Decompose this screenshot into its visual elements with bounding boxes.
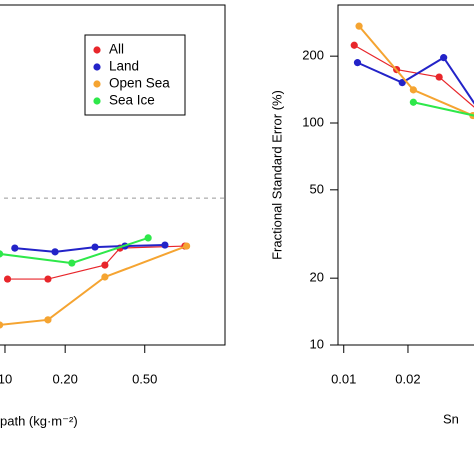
data-point xyxy=(435,73,443,81)
series-line xyxy=(7,245,185,280)
data-point xyxy=(11,244,19,252)
data-point xyxy=(161,241,169,249)
data-point xyxy=(144,234,152,242)
x-axis-label: Sn xyxy=(443,411,459,426)
legend-label: Sea Ice xyxy=(109,93,155,108)
series-line xyxy=(0,245,187,326)
y-tick-label: 200 xyxy=(302,48,324,63)
series-line xyxy=(14,244,165,253)
data-point xyxy=(44,275,52,283)
x-tick-label: 0.02 xyxy=(395,371,420,386)
data-point xyxy=(101,261,109,269)
y-tick-label: 50 xyxy=(310,181,324,196)
chart: 0.010.020102050100200SnFractional Standa… xyxy=(269,4,474,426)
data-point xyxy=(440,54,448,62)
y-tick-label: 100 xyxy=(302,114,324,129)
data-point xyxy=(44,316,52,324)
legend-marker xyxy=(93,46,101,54)
legend-label: Open Sea xyxy=(109,76,170,91)
data-point xyxy=(0,250,4,258)
x-tick-label: 0.20 xyxy=(53,371,78,386)
data-point xyxy=(398,79,406,87)
plot-frame xyxy=(337,4,474,346)
x-axis-label: path (kg·m⁻²) xyxy=(0,413,78,428)
data-point xyxy=(0,321,4,329)
x-tick-label: 0.50 xyxy=(132,371,157,386)
x-tick-label: 10 xyxy=(0,371,12,386)
data-point xyxy=(409,86,417,94)
x-tick-label: 0.01 xyxy=(331,371,356,386)
chart: 10 0.20 0.50 path (kg·m⁻²) All Land Open Sea Se… xyxy=(0,4,226,428)
legend-marker xyxy=(93,80,101,88)
series-line xyxy=(413,101,474,117)
legend-marker xyxy=(93,63,101,71)
data-point xyxy=(350,41,358,49)
data-point xyxy=(51,248,59,256)
data-point xyxy=(183,242,191,250)
data-point xyxy=(3,275,12,283)
plot-frame xyxy=(0,4,226,346)
data-point xyxy=(68,259,76,267)
data-point xyxy=(91,243,99,251)
data-point xyxy=(409,98,417,106)
series-line xyxy=(357,56,474,105)
legend-box xyxy=(84,34,186,116)
data-point xyxy=(353,59,362,67)
y-axis-label: Fractional Standard Error (%) xyxy=(269,90,284,260)
data-point xyxy=(355,22,363,30)
legend-label: All xyxy=(109,42,124,57)
legend-marker xyxy=(93,97,101,105)
data-point xyxy=(101,273,109,281)
legend-label: Land xyxy=(109,59,139,74)
y-tick-label: 20 xyxy=(310,270,324,285)
y-tick-label: 10 xyxy=(310,336,324,351)
